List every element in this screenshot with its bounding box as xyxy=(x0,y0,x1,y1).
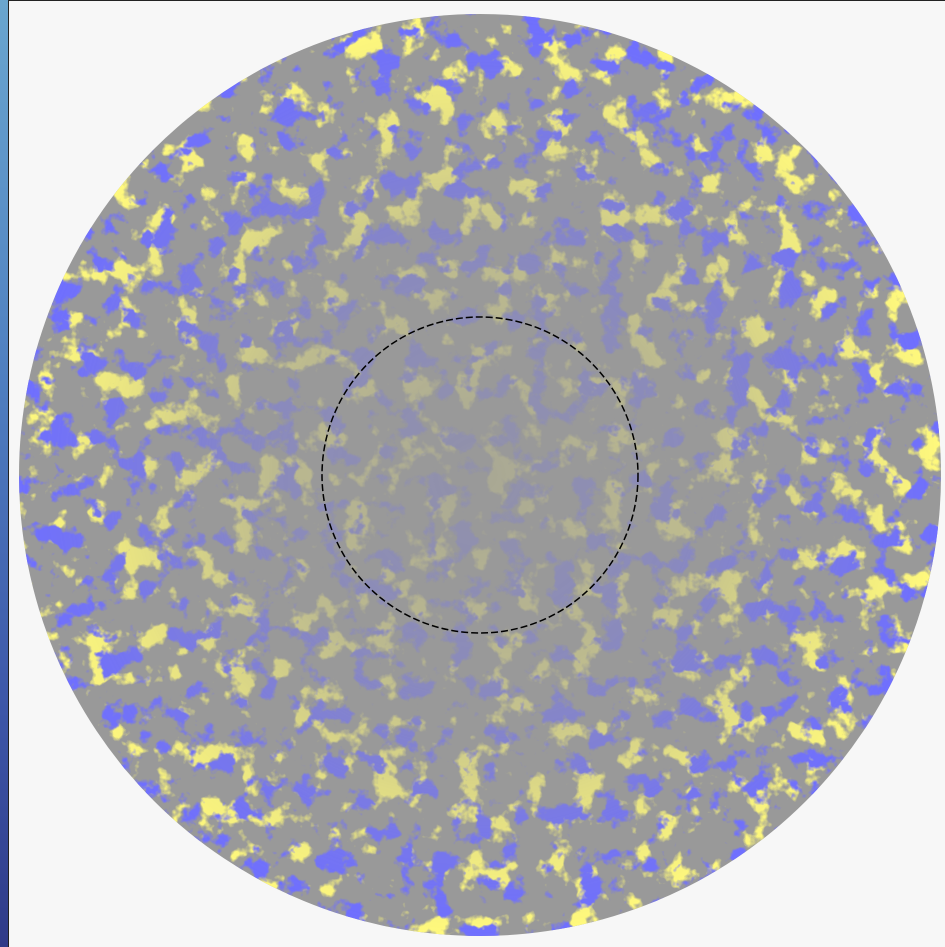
side-strip xyxy=(0,0,8,947)
selection-circle xyxy=(321,316,639,634)
